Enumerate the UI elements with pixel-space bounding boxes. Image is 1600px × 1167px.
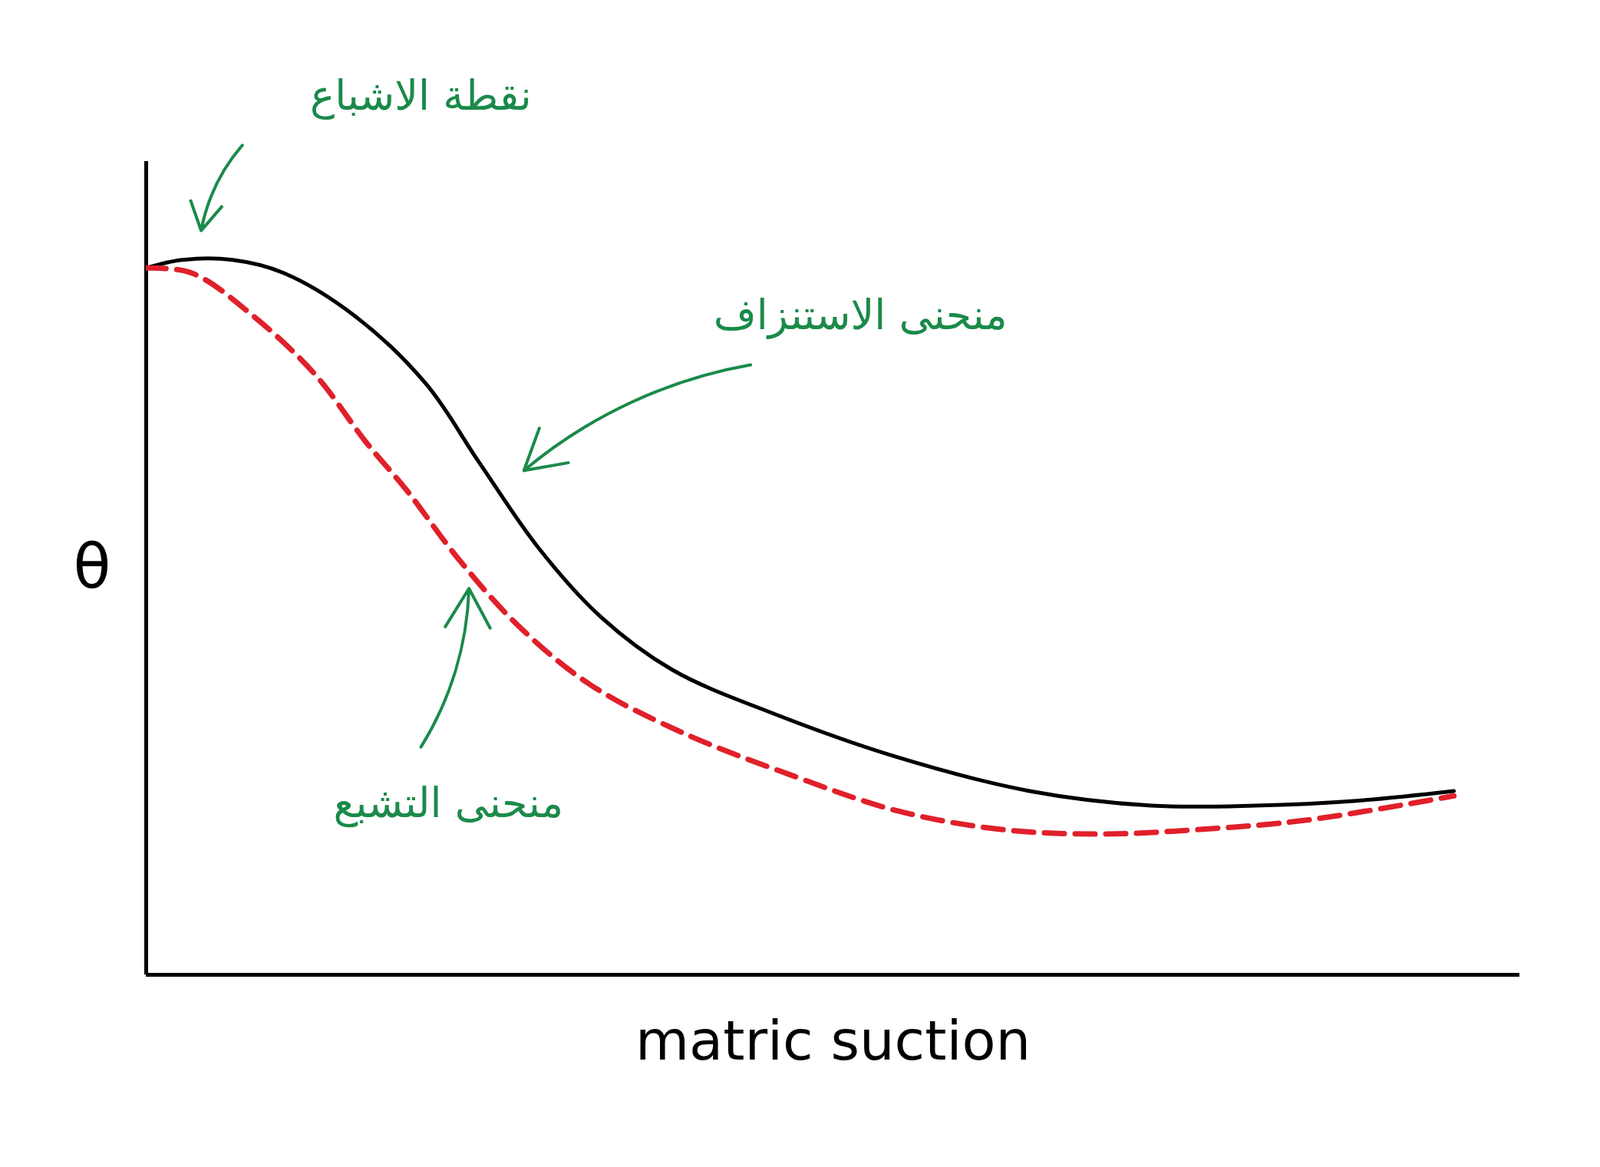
- svg-text:منحنى التشبع: منحنى التشبع: [333, 778, 565, 829]
- svg-text:matric suction: matric suction: [635, 1008, 1031, 1073]
- svg-text:نقطة الاشباع: نقطة الاشباع: [310, 71, 532, 120]
- svg-text:منحنى الاستنزاف: منحنى الاستنزاف: [713, 290, 1008, 340]
- svg-text:θ: θ: [73, 531, 112, 603]
